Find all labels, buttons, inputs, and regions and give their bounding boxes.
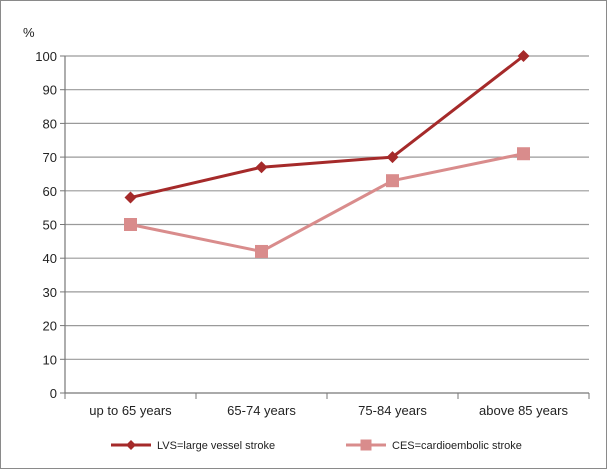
y-tick-label: 40 [43, 251, 57, 266]
data-point [124, 191, 137, 204]
legend-label: CES=cardioembolic stroke [392, 440, 522, 452]
series-1 [124, 147, 530, 258]
y-tick-label: 80 [43, 116, 57, 131]
y-tick-label: 90 [43, 83, 57, 98]
data-point [517, 147, 530, 161]
y-tick-label: 20 [43, 319, 57, 334]
series [124, 50, 530, 258]
data-point [386, 151, 399, 164]
x-tick-label: above 85 years [479, 403, 568, 418]
x-tick-label: 65-74 years [227, 403, 296, 418]
gridlines [65, 55, 589, 360]
legend-item: LVS=large vessel stroke [111, 440, 275, 452]
data-point [517, 50, 530, 62]
y-tick-label: 0 [50, 386, 57, 401]
legend: LVS=large vessel stroke CES=cardioembolic… [111, 439, 522, 452]
data-point [386, 174, 399, 188]
legend-label: LVS=large vessel stroke [157, 440, 275, 452]
x-tick-label: up to 65 years [89, 403, 172, 418]
series-0 [124, 50, 530, 204]
y-tick-label: 100 [35, 49, 57, 64]
legend-item: CES=cardioembolic stroke [346, 439, 522, 452]
series-line [130, 54, 525, 200]
y-axis-unit: % [23, 25, 35, 40]
axes: % 0 10 20 30 40 50 60 70 80 90 100 up to 65 years 65… [23, 25, 590, 418]
legend-marker [360, 439, 372, 451]
y-tick-label: 30 [43, 285, 57, 300]
y-tick-label: 70 [43, 150, 57, 165]
data-point [255, 244, 268, 258]
x-tick-label: 75-84 years [358, 403, 427, 418]
y-tick-label: 10 [43, 352, 57, 367]
y-tick-label: 50 [43, 218, 57, 233]
data-point [255, 161, 268, 174]
data-point [124, 218, 137, 231]
series-line [130, 152, 524, 253]
y-tick-label: 60 [43, 184, 57, 199]
legend-marker [126, 440, 136, 450]
